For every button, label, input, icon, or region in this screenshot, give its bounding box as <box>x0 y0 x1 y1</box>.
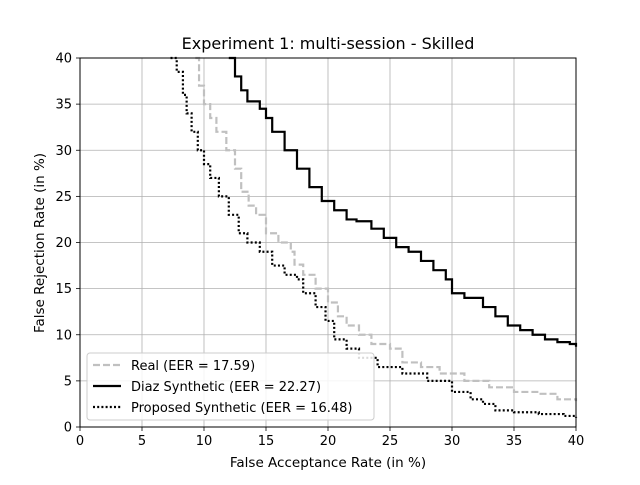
y-tick-label: 5 <box>64 374 72 389</box>
x-tick-label: 15 <box>258 434 275 449</box>
x-tick-label: 35 <box>506 434 523 449</box>
x-tick-label: 30 <box>444 434 461 449</box>
y-tick-label: 0 <box>64 421 72 436</box>
chart-title: Experiment 1: multi-session - Skilled <box>182 34 475 53</box>
y-tick-label: 15 <box>55 282 72 297</box>
legend-label-3: Proposed Synthetic (EER = 16.48) <box>131 401 352 416</box>
y-tick-label: 30 <box>55 144 72 159</box>
legend-label-2: Diaz Synthetic (EER = 22.27) <box>131 380 321 395</box>
series-line-1 <box>195 56 578 402</box>
y-tick-label: 25 <box>55 190 72 205</box>
x-tick-label: 5 <box>138 434 146 449</box>
x-tick-label: 10 <box>196 434 213 449</box>
plot-area <box>170 56 578 418</box>
x-tick-label: 25 <box>382 434 399 449</box>
x-axis-label: False Acceptance Rate (in %) <box>230 455 426 471</box>
y-tick-label: 20 <box>55 236 72 251</box>
legend-box <box>86 352 375 421</box>
y-tick-label: 35 <box>55 98 72 113</box>
y-tick-label: 40 <box>55 52 72 67</box>
y-tick-label: 10 <box>55 328 72 343</box>
y-axis-label: False Rejection Rate (in %) <box>32 153 48 333</box>
series-line-2 <box>228 56 578 347</box>
series-line-3 <box>170 56 578 418</box>
x-tick-label: 20 <box>320 434 337 449</box>
x-tick-label: 40 <box>568 434 585 449</box>
axis-ticks: 0 5 10 15 20 25 30 35 40 0 5 10 15 20 25 30 35 40 <box>55 52 584 450</box>
x-tick-label: 0 <box>76 434 84 449</box>
legend-label-1: Real (EER = 17.59) <box>131 359 255 374</box>
legend: Real (EER = 17.59) Diaz Synthetic (EER = … <box>86 352 375 421</box>
